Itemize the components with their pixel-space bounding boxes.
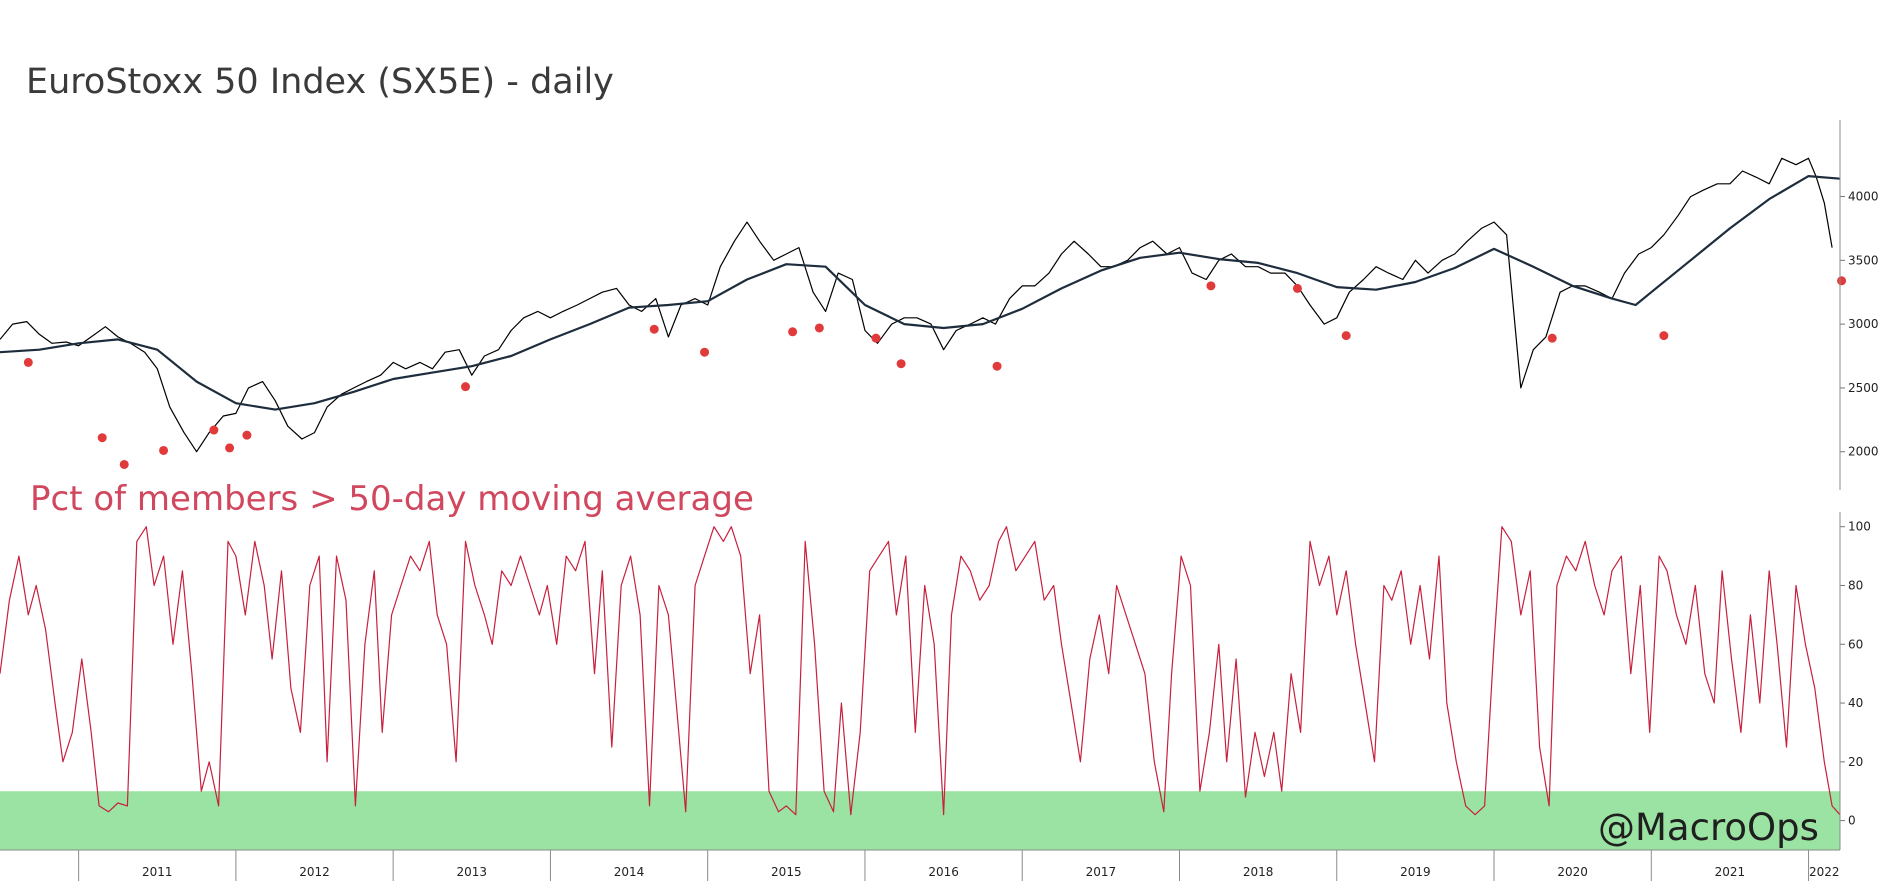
marker-dot-20 <box>1837 276 1847 286</box>
marker-dot-6 <box>242 430 252 440</box>
marker-dot-11 <box>814 323 824 333</box>
top-series-line-0 <box>0 157 1833 453</box>
top-chart-title: EuroStoxx 50 Index (SX5E) - daily <box>26 62 614 102</box>
marker-dot-18 <box>1547 333 1557 343</box>
marker-dot-2 <box>119 459 129 469</box>
marker-dot-1 <box>97 433 107 443</box>
xtick-label-4: 2015 <box>771 865 802 879</box>
bottom-chart-title: Pct of members > 50-day moving average <box>30 479 754 519</box>
watermark-annotation: @MacroOps <box>1598 806 1819 849</box>
bottom-ytick-label-5: 100 <box>1848 520 1871 534</box>
xtick-label-10: 2021 <box>1715 865 1746 879</box>
marker-dot-0 <box>23 357 33 367</box>
marker-dot-14 <box>992 361 1002 371</box>
xtick-label-1: 2012 <box>299 865 330 879</box>
marker-dot-7 <box>461 382 471 392</box>
xtick-label-3: 2014 <box>614 865 645 879</box>
xtick-label-9: 2020 <box>1557 865 1588 879</box>
xtick-label-5: 2016 <box>928 865 959 879</box>
x-axis-ticks: 2011 2012 2013 2014 2015 2016 2017 2018 2019 2020… <box>78 850 1840 881</box>
top-ytick-label-2: 3000 <box>1848 317 1879 331</box>
marker-dot-8 <box>649 324 659 334</box>
marker-dot-15 <box>1206 281 1216 291</box>
xtick-label-8: 2019 <box>1400 865 1431 879</box>
marker-dot-3 <box>159 445 169 455</box>
marker-dot-10 <box>788 327 798 337</box>
marker-dot-4 <box>209 425 219 435</box>
bottom-ytick-label-0: 0 <box>1848 814 1856 828</box>
bottom-ytick-label-4: 80 <box>1848 578 1863 592</box>
bottom-ytick-label-1: 20 <box>1848 755 1863 769</box>
threshold-band <box>0 791 1840 850</box>
marker-dot-16 <box>1292 283 1302 293</box>
xtick-label-6: 2017 <box>1086 865 1117 879</box>
bottom-ytick-label-3: 60 <box>1848 637 1863 651</box>
top-ytick-label-1: 2500 <box>1848 381 1879 395</box>
bottom-ytick-label-2: 40 <box>1848 696 1863 710</box>
marker-dot-5 <box>225 443 235 453</box>
xtick-label-0: 2011 <box>142 865 173 879</box>
marker-dot-12 <box>871 333 881 343</box>
marker-dot-17 <box>1341 331 1351 341</box>
bottom-series-line-0 <box>0 526 1841 816</box>
marker-dot-19 <box>1659 331 1669 341</box>
bottom-panel: 0 20 40 60 80 100 <box>0 520 1871 850</box>
marker-dot-13 <box>896 359 906 369</box>
top-ytick-label-4: 4000 <box>1848 190 1879 204</box>
top-ytick-label-3: 3500 <box>1848 253 1879 267</box>
xtick-label-2: 2013 <box>457 865 488 879</box>
top-ytick-label-0: 2000 <box>1848 445 1879 459</box>
top-panel: 2000 2500 3000 3500 4000 <box>0 157 1879 469</box>
top-series-line-1 <box>0 175 1841 411</box>
xtick-label-7: 2018 <box>1243 865 1274 879</box>
marker-dot-9 <box>700 347 710 357</box>
xtick-label-11: 2022 <box>1809 865 1840 879</box>
